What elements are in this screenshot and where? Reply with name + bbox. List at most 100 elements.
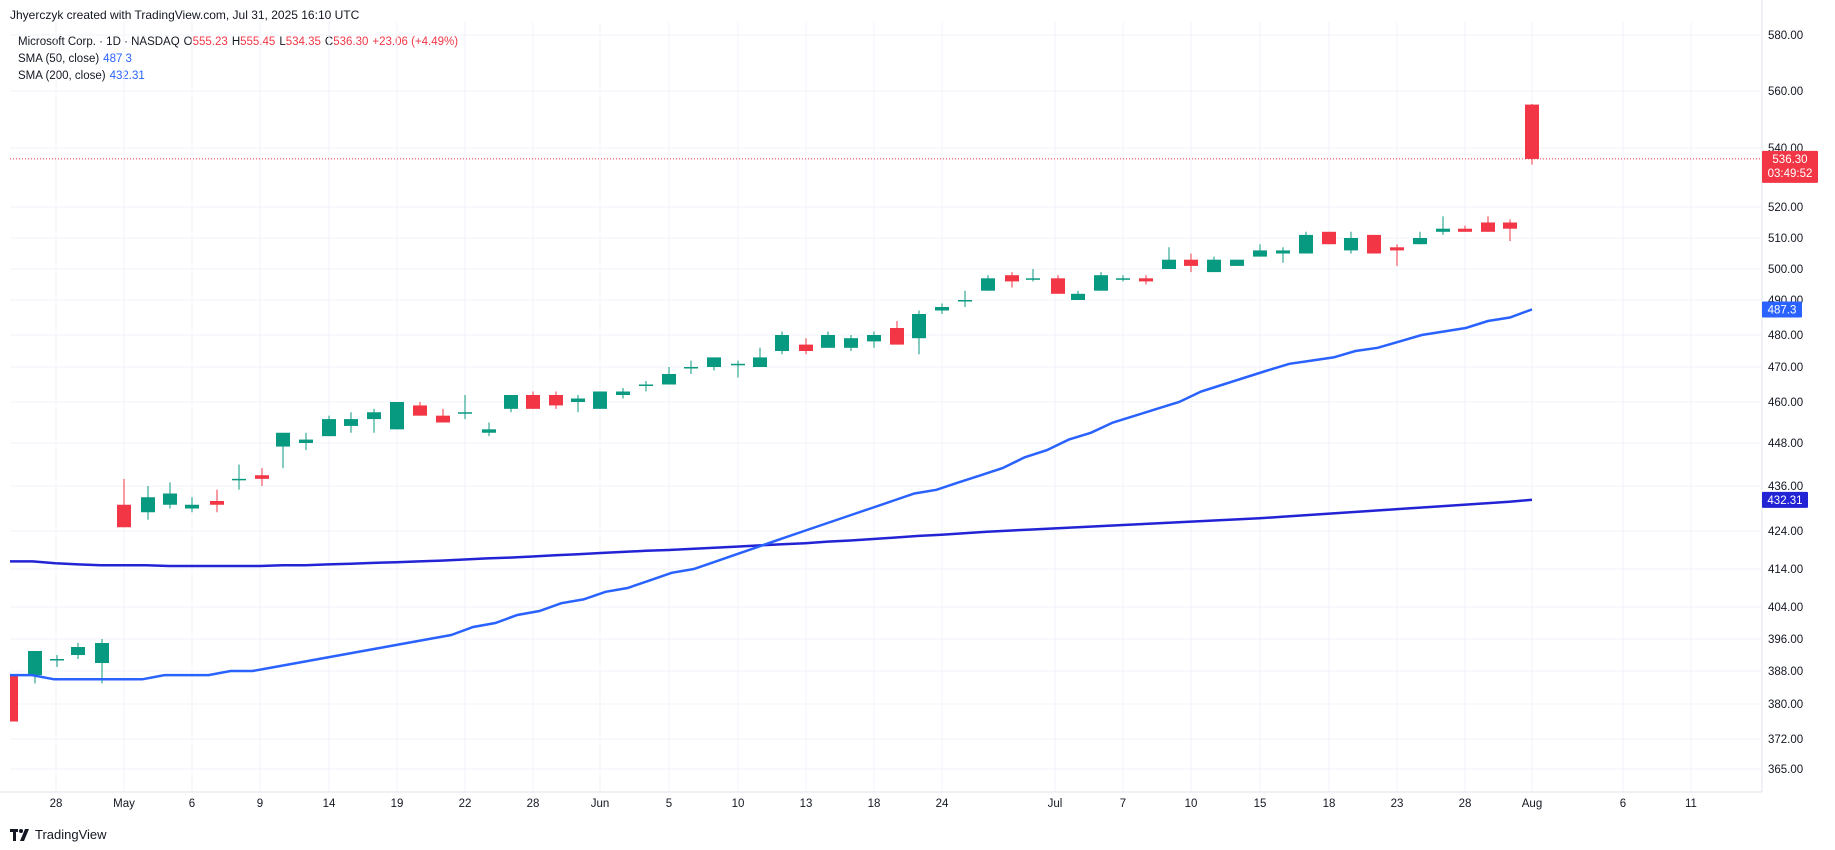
candle-body[interactable]	[482, 429, 496, 433]
candle-body[interactable]	[549, 395, 563, 406]
candle-body[interactable]	[912, 314, 926, 339]
candle-body[interactable]	[844, 338, 858, 348]
sma50-line[interactable]	[10, 308, 1533, 681]
candle-body[interactable]	[890, 328, 904, 345]
x-tick-label: 24	[936, 798, 949, 810]
candle-body[interactable]	[1094, 275, 1108, 291]
y-tick-label: 470.00	[1768, 362, 1803, 374]
x-tick-label: 9	[257, 798, 263, 810]
candle-body[interactable]	[1276, 250, 1290, 254]
candle-body[interactable]	[141, 497, 155, 513]
candle-body[interactable]	[1253, 250, 1267, 257]
candle-body[interactable]	[775, 335, 789, 351]
candle-body[interactable]	[210, 501, 224, 505]
symbol-label[interactable]: Microsoft Corp. · 1D · NASDAQ	[18, 36, 180, 48]
sma200-label: SMA (200, close)	[18, 70, 106, 82]
x-tick-label: 14	[323, 798, 336, 810]
candle-body[interactable]	[867, 335, 881, 342]
candle-body[interactable]	[1299, 234, 1313, 254]
candle-body[interactable]	[28, 651, 42, 676]
x-tick-label: 15	[1254, 798, 1267, 810]
candle-body[interactable]	[707, 357, 721, 367]
candle-body[interactable]	[731, 363, 745, 366]
candle-body[interactable]	[1230, 259, 1244, 266]
candle-body[interactable]	[1184, 259, 1198, 266]
candle-body[interactable]	[616, 391, 630, 396]
candle-body[interactable]	[1051, 278, 1065, 294]
x-tick-label: 10	[1185, 798, 1198, 810]
candle-body[interactable]	[276, 432, 290, 447]
candle-body[interactable]	[1162, 259, 1176, 269]
candle-body[interactable]	[526, 395, 540, 409]
candle-body[interactable]	[1503, 222, 1517, 229]
candle-body[interactable]	[1436, 228, 1450, 232]
candle-body[interactable]	[413, 405, 427, 416]
sma200-row[interactable]: SMA (200, close) 432.31	[18, 68, 458, 85]
x-tick-label: 13	[800, 798, 813, 810]
candle-body[interactable]	[935, 307, 949, 311]
candle-body[interactable]	[1207, 259, 1221, 273]
y-tick-label: 424.00	[1768, 526, 1803, 538]
candle-body[interactable]	[504, 395, 518, 409]
sma200-badge-value: 432.31	[1767, 495, 1802, 507]
candle-body[interactable]	[799, 344, 813, 351]
candle-body[interactable]	[1116, 278, 1130, 280]
candle-body[interactable]	[163, 493, 177, 505]
candle-body[interactable]	[571, 398, 585, 403]
footer-brand[interactable]: TradingView	[10, 827, 107, 842]
candle-body[interactable]	[117, 504, 131, 528]
sma200-line[interactable]	[10, 498, 1533, 568]
last-price-badge	[1762, 150, 1818, 183]
candle-body[interactable]	[71, 647, 85, 655]
candle-body[interactable]	[255, 475, 269, 479]
footer-brand-label: TradingView	[35, 827, 107, 842]
y-tick-label: 380.00	[1768, 699, 1803, 711]
high-value: 555.45	[240, 36, 276, 48]
candle-body[interactable]	[684, 367, 698, 369]
candle-body[interactable]	[1525, 104, 1539, 159]
candle-body[interactable]	[821, 335, 835, 348]
x-tick-label: Aug	[1522, 798, 1542, 810]
candle-body[interactable]	[1005, 275, 1019, 282]
candle-body[interactable]	[981, 278, 995, 291]
candle-body[interactable]	[458, 412, 472, 414]
candle-body[interactable]	[185, 504, 199, 509]
candle-body[interactable]	[1322, 231, 1336, 245]
candle-body[interactable]	[299, 439, 313, 443]
candle-body[interactable]	[436, 415, 450, 423]
candle-body[interactable]	[1458, 228, 1472, 232]
candle-body[interactable]	[10, 675, 18, 722]
candle-body[interactable]	[1071, 293, 1085, 300]
y-tick-label: 365.00	[1768, 764, 1803, 776]
y-tick-label: 436.00	[1768, 481, 1803, 493]
sma200-badge	[1762, 491, 1808, 508]
candle-body[interactable]	[753, 357, 767, 367]
high-label: H	[231, 36, 241, 48]
candle-body[interactable]	[662, 374, 676, 385]
candle-body[interactable]	[367, 412, 381, 420]
sma50-label: SMA (50, close)	[18, 53, 100, 65]
candle-body[interactable]	[322, 419, 336, 437]
x-tick-label: 28	[1459, 798, 1472, 810]
sma50-badge-value: 487.3	[1768, 304, 1797, 316]
candle-body[interactable]	[1139, 278, 1153, 282]
candle-body[interactable]	[958, 300, 972, 302]
sma50-row[interactable]: SMA (50, close) 487.3	[18, 51, 458, 68]
candle-body[interactable]	[1390, 247, 1404, 251]
candle-body[interactable]	[1026, 278, 1040, 280]
x-tick-label: 7	[1120, 798, 1126, 810]
candle-body[interactable]	[593, 391, 607, 409]
candle-body[interactable]	[1413, 238, 1427, 245]
candle-body[interactable]	[390, 402, 404, 430]
candle-body[interactable]	[95, 643, 109, 663]
candle-body[interactable]	[232, 478, 246, 481]
candle-body[interactable]	[1481, 222, 1495, 232]
candle-body[interactable]	[50, 659, 64, 661]
candle-body[interactable]	[1344, 238, 1358, 251]
candle-body[interactable]	[639, 384, 653, 387]
candle-body[interactable]	[1367, 234, 1381, 254]
candle-body[interactable]	[344, 419, 358, 426]
x-tick-label: Jul	[1048, 798, 1063, 810]
